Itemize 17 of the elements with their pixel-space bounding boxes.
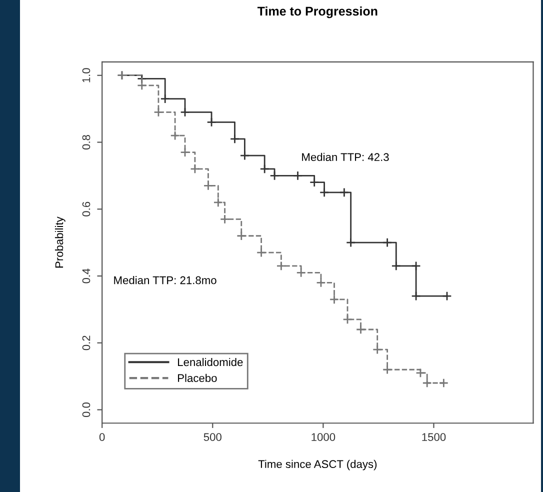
x-tick-label: 500	[204, 433, 222, 442]
y-tick-label: 0.4	[82, 268, 90, 284]
y-tick-label: 0.6	[82, 202, 90, 216]
y-axis-title: Probability	[54, 216, 66, 268]
chart-title: Time to Progression	[257, 6, 378, 18]
y-tick-label: 0.8	[82, 135, 90, 150]
legend-label: Lenalidomide	[178, 358, 243, 366]
y-tick-label: 0.2	[82, 336, 90, 350]
y-tick-label: 1.0	[82, 68, 90, 82]
x-tick-label: 0	[99, 433, 105, 442]
x-tick-label: 1500	[422, 433, 446, 442]
x-tick-label: 1000	[312, 433, 336, 442]
y-tick-label: 0.0	[82, 402, 90, 418]
x-axis-title: Time since ASCT (days)	[258, 460, 377, 470]
annotation: Median TTP: 21.8mo	[114, 276, 216, 284]
legend-label: Placebo	[178, 374, 217, 382]
annotation: Median TTP: 42.3	[302, 152, 389, 162]
